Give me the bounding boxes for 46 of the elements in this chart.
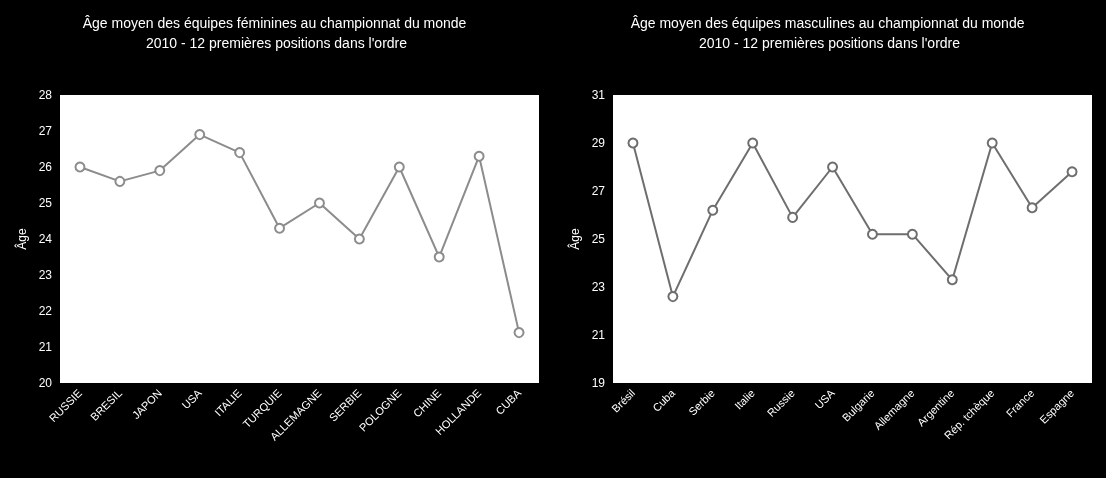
point: [274, 222, 286, 234]
y-tick-label: 31: [591, 88, 606, 102]
point: [1026, 202, 1038, 214]
y-tick-label: 27: [591, 184, 606, 198]
point: [433, 251, 445, 263]
point: [827, 161, 839, 173]
point: [866, 228, 878, 240]
point: [946, 274, 958, 286]
y-axis-title: Âge: [566, 228, 582, 250]
y-tick-label: 26: [38, 160, 53, 174]
y-tick-label: 23: [591, 280, 606, 294]
point: [787, 211, 799, 223]
point: [154, 165, 166, 177]
point: [353, 233, 365, 245]
point: [393, 161, 405, 173]
point: [74, 161, 86, 173]
point: [1066, 166, 1078, 178]
y-tick-label: 29: [591, 136, 606, 150]
y-axis-title: Âge: [13, 228, 29, 250]
x-tick-label: USA: [812, 386, 838, 412]
y-tick-label: 28: [38, 88, 53, 102]
point: [667, 291, 679, 303]
y-tick-label: 25: [591, 232, 606, 246]
point: [986, 137, 998, 149]
y-tick-label: 21: [38, 340, 53, 354]
point: [747, 137, 759, 149]
point: [114, 175, 126, 187]
y-tick-label: 20: [38, 376, 53, 390]
y-tick-label: 24: [38, 232, 53, 246]
point: [473, 150, 485, 162]
point: [513, 327, 525, 339]
point: [234, 147, 246, 159]
y-tick-label: 27: [38, 124, 53, 138]
y-tick-label: 23: [38, 268, 53, 282]
point: [906, 228, 918, 240]
point: [707, 204, 719, 216]
point: [194, 129, 206, 141]
y-tick-label: 22: [38, 304, 53, 318]
chart-title: Âge moyen des équipes féminines au championnat du monde 2010 - 12 premières positions dans l'ordre: [82, 15, 471, 51]
y-tick-label: 21: [591, 328, 606, 342]
y-tick-label: 25: [38, 196, 53, 210]
chart-title: Âge moyen des équipes masculines au championnat du monde 2010 - 12 premières positions dans l'ordre: [630, 15, 1029, 51]
point: [313, 197, 325, 209]
point: [627, 137, 639, 149]
x-tick-label: USA: [179, 386, 205, 412]
y-tick-label: 19: [591, 376, 606, 390]
